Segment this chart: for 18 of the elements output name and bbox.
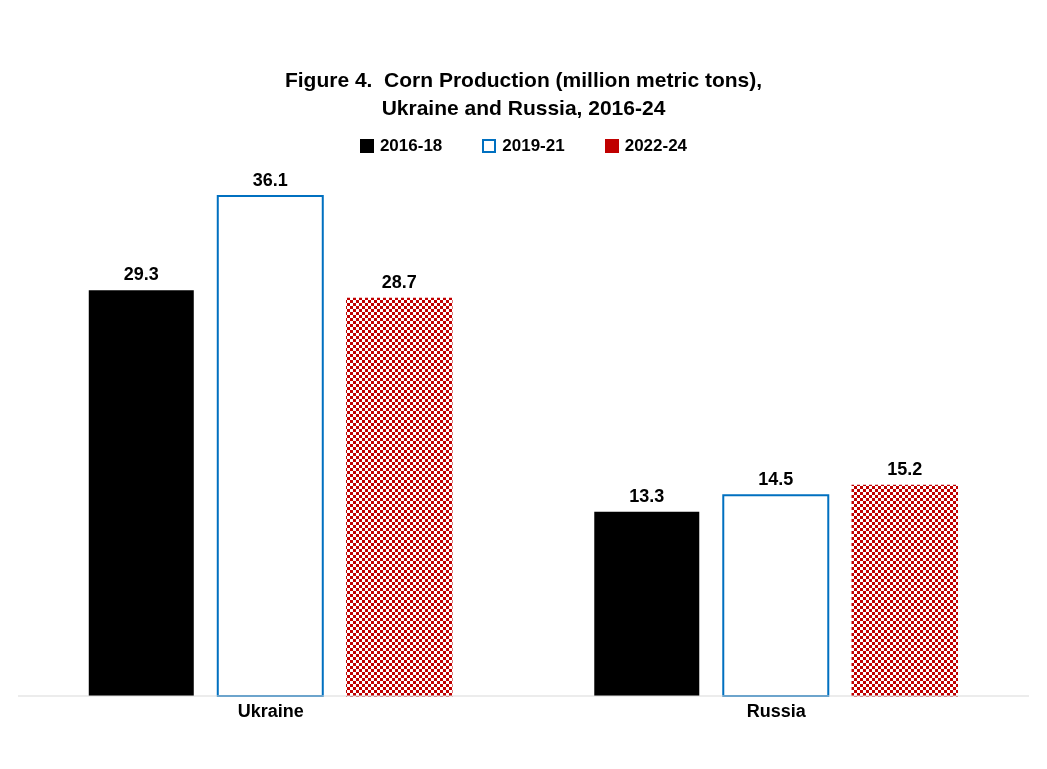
legend-label: 2019-21 xyxy=(502,136,565,156)
chart-title: Figure 4. Corn Production (million metric tons), Ukraine and Russia, 2016-24 xyxy=(283,67,764,121)
legend-label: 2022-24 xyxy=(624,136,688,156)
bar xyxy=(722,494,830,697)
data-label: 13.3 xyxy=(629,485,665,506)
bar xyxy=(88,290,194,696)
data-label: 29.3 xyxy=(123,264,159,285)
data-label: 36.1 xyxy=(252,170,288,190)
data-label: 15.2 xyxy=(887,459,923,480)
legend-label: 2016-18 xyxy=(379,136,443,156)
bar xyxy=(594,511,700,696)
x-tick-label: Ukraine xyxy=(237,700,304,721)
bar xyxy=(851,484,959,697)
x-tick-label: Russia xyxy=(746,700,807,721)
data-label: 28.7 xyxy=(381,272,417,293)
data-label: 14.5 xyxy=(758,469,794,490)
bar xyxy=(216,195,324,697)
bar xyxy=(346,297,453,697)
